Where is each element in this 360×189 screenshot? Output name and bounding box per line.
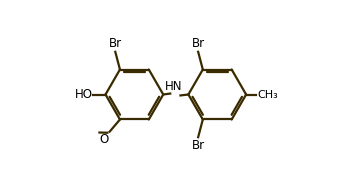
Text: Br: Br xyxy=(192,139,205,152)
Text: O: O xyxy=(99,132,109,146)
Text: Br: Br xyxy=(109,37,122,50)
Text: Br: Br xyxy=(192,37,205,50)
Text: HN: HN xyxy=(165,80,183,93)
Text: CH₃: CH₃ xyxy=(257,90,278,99)
Text: HO: HO xyxy=(75,88,93,101)
